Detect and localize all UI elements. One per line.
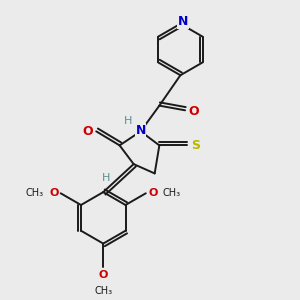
Text: N: N	[136, 124, 146, 137]
Text: S: S	[191, 139, 200, 152]
Text: N: N	[178, 15, 188, 28]
Text: O: O	[148, 188, 158, 198]
Text: O: O	[83, 125, 93, 138]
Text: O: O	[49, 188, 58, 198]
Text: CH₃: CH₃	[162, 188, 181, 198]
Text: H: H	[124, 116, 132, 126]
Text: O: O	[188, 105, 199, 118]
Text: H: H	[101, 173, 110, 183]
Text: CH₃: CH₃	[26, 188, 44, 198]
Text: O: O	[99, 270, 108, 280]
Text: CH₃: CH₃	[94, 286, 112, 296]
